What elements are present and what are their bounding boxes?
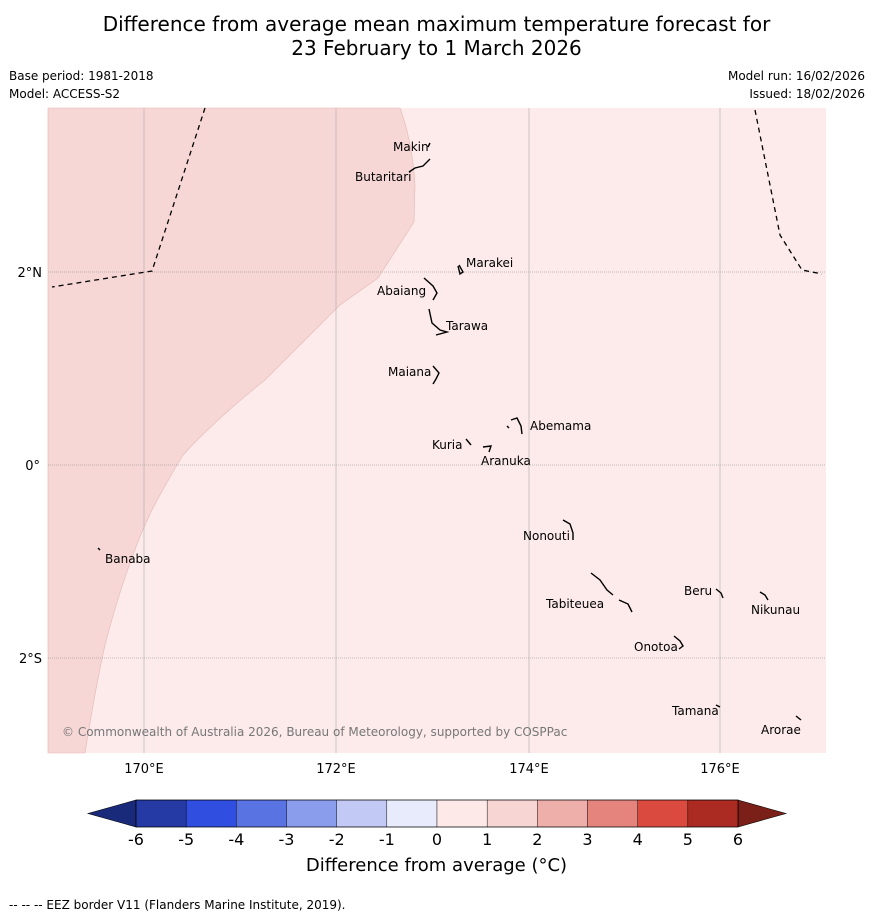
eez-borders	[51, 107, 823, 288]
colorbar-segment	[236, 799, 287, 828]
base-period: Base period: 1981-2018	[9, 69, 154, 83]
island-label-abemama: Abemama	[530, 419, 591, 433]
issued-date: Issued: 18/02/2026	[749, 87, 865, 101]
graticule	[48, 108, 826, 753]
banaba-shape	[97, 547, 101, 551]
title-line-2: 23 February to 1 March 2026	[291, 36, 582, 60]
island-label-makin: Makin	[393, 140, 429, 154]
abemama-shape	[510, 417, 523, 435]
beru-shape	[715, 588, 724, 599]
tarawa-shape	[428, 308, 450, 336]
colorbar-segment	[185, 799, 237, 828]
colorbar-tick-label: -6	[128, 830, 144, 849]
island-label-nonouti: Nonouti	[523, 529, 570, 543]
colorbar-segment	[135, 799, 187, 828]
island-shapes	[97, 142, 802, 721]
maiana-shape	[432, 365, 440, 385]
colorbar: -6 -5 -4 -3 -2 -1 0 1 2 3 4 5 6	[86, 799, 788, 849]
lon-label-176: 176°E	[700, 762, 740, 777]
lon-label-174: 174°E	[509, 762, 549, 777]
marakei-shape	[457, 264, 464, 276]
island-label-kuria: Kuria	[432, 438, 463, 452]
island-label-aranuka: Aranuka	[481, 454, 531, 468]
island-label-butaritari: Butaritari	[355, 170, 412, 184]
colorbar-tick-label: -1	[379, 830, 395, 849]
colorbar-segment	[286, 799, 337, 828]
colorbar-extend-high	[737, 799, 788, 828]
kuria-shape	[465, 438, 472, 446]
colorbar-segment	[637, 799, 689, 828]
colorbar-segment	[486, 799, 538, 828]
island-label-beru: Beru	[684, 584, 712, 598]
colorbar-segment	[386, 799, 438, 828]
island-label-onotoa: Onotoa	[634, 640, 678, 654]
colorbar-tick-label: 5	[683, 830, 693, 849]
island-label-banaba: Banaba	[105, 552, 151, 566]
colorbar-tick-label: 1	[482, 830, 492, 849]
lat-label-2s: 2°S	[19, 652, 42, 667]
model-name: Model: ACCESS-S2	[9, 87, 121, 101]
abaiang-shape	[423, 277, 438, 301]
colorbar-tick-label: 0	[432, 830, 442, 849]
eez-border-east	[754, 109, 823, 275]
makin-shape	[427, 142, 431, 148]
arorae-shape	[795, 715, 802, 721]
colorbar-tick-label: 3	[582, 830, 592, 849]
colorbar-segment	[687, 799, 739, 828]
butaritari-shape	[408, 158, 431, 173]
colorbar-segment	[436, 799, 488, 828]
island-label-tarawa: Tarawa	[445, 319, 488, 333]
model-run: Model run: 16/02/2026	[727, 69, 865, 83]
island-labels: Makin Butaritari Marakei Abaiang Tarawa …	[105, 140, 801, 737]
lon-label-172: 172°E	[316, 762, 356, 777]
colorbar-tick-label: 4	[633, 830, 643, 849]
footnote-eez: -- -- -- EEZ border V11 (Flanders Marine…	[9, 898, 346, 912]
colorbar-tick-label: 6	[733, 830, 743, 849]
tamana-shape	[715, 704, 721, 708]
colorbar-frame	[135, 799, 739, 828]
aranuka-shape	[482, 445, 493, 453]
island-label-arorae: Arorae	[761, 723, 801, 737]
axis-labels: 2°N 0° 2°S 170°E 172°E 174°E 176°E	[18, 266, 740, 777]
meta-right: Model run: 16/02/2026 Issued: 18/02/2026	[728, 67, 865, 103]
chart-title: Difference from average mean maximum tem…	[0, 12, 873, 60]
colorbar-segment	[537, 799, 588, 828]
copyright-notice: © Commonwealth of Australia 2026, Bureau…	[62, 725, 567, 739]
island-label-abaiang: Abaiang	[377, 284, 426, 298]
colorbar-tick-label: -2	[329, 830, 345, 849]
nonouti-shape	[562, 519, 574, 540]
island-label-nikunau: Nikunau	[751, 603, 800, 617]
lat-label-0: 0°	[25, 459, 40, 474]
colorbar-segment	[587, 799, 638, 828]
colorbar-segments	[135, 799, 739, 828]
lon-label-170: 170°E	[124, 762, 164, 777]
colorbar-tick-label: -5	[178, 830, 194, 849]
meta-left: Base period: 1981-2018 Model: ACCESS-S2	[9, 67, 154, 103]
colorbar-segment	[336, 799, 388, 828]
island-label-tabiteuea: Tabiteuea	[545, 597, 604, 611]
colorbar-extend-low	[86, 799, 137, 828]
island-label-marakei: Marakei	[466, 256, 513, 270]
colorbar-label: Difference from average (°C)	[305, 855, 568, 876]
title-line-1: Difference from average mean maximum tem…	[102, 12, 771, 36]
colorbar-tick-label: -3	[279, 830, 295, 849]
colorbar-ticks: -6 -5 -4 -3 -2 -1 0 1 2 3 4 5 6	[128, 830, 743, 849]
colorbar-tick-label: 2	[532, 830, 542, 849]
onotoa-shape	[673, 635, 684, 650]
lat-label-2n: 2°N	[18, 266, 43, 281]
tabiteuea-shape	[590, 572, 614, 596]
island-label-tamana: Tamana	[671, 704, 719, 718]
island-label-maiana: Maiana	[388, 365, 431, 379]
tabiteuea-south-shape	[618, 599, 633, 613]
abemama-islet	[506, 425, 510, 429]
nikunau-shape	[759, 591, 769, 601]
eez-border-west	[51, 107, 206, 288]
map-band-1-2-region	[47, 107, 416, 754]
colorbar-tick-label: -4	[228, 830, 244, 849]
